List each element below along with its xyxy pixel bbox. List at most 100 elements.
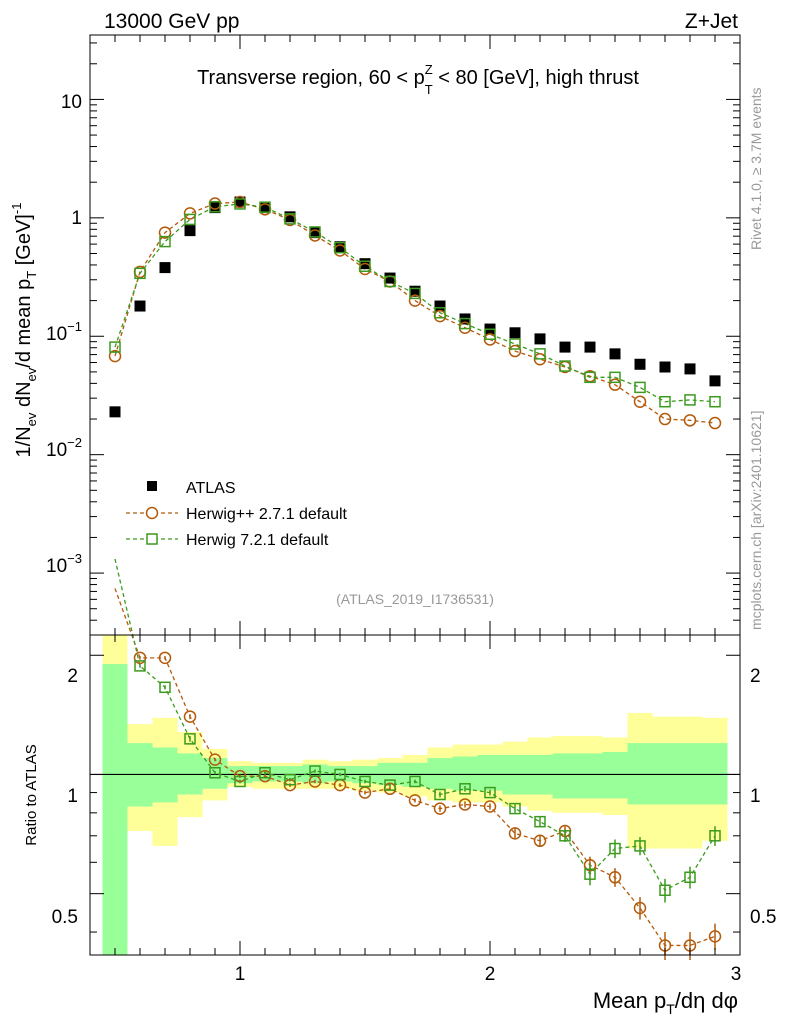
header-left: 13000 GeV pp [104,10,239,33]
main-data-point [109,341,121,353]
main-data-point [459,317,471,330]
ratio-data-point [709,830,721,842]
ratio-data-point [133,651,147,665]
ratio-band-inner [677,743,703,805]
x-tick-label: 3 [731,964,742,985]
ratio-y-tick-label-right: 0.5 [750,907,776,928]
legend-entry-herwigpp: Herwig++ 2.7.1 default [126,506,348,523]
ratio-data-point [359,775,371,788]
main-axis-ticks [90,35,740,636]
main-data-point [384,275,396,288]
main-data-point [708,416,722,430]
main-series-markers [108,195,722,430]
main-data-point [409,287,421,300]
main-data-point [659,395,671,408]
ratio-data-point [559,830,571,842]
ratio-band-inner [577,753,603,799]
ratio-data-point [434,788,446,801]
ratio-data-point [284,773,296,786]
ratio-panel-frame [89,634,741,956]
legend-entry-herwig7: Herwig 7.2.1 default [126,532,329,549]
main-data-point [108,349,122,363]
main-data-point [683,414,697,427]
main-data-point [434,306,446,319]
ratio-data-point [208,753,222,766]
ratio-axis-ticks [90,635,740,955]
main-data-point [134,267,146,280]
main-data-point [609,348,621,360]
ratio-data-point [309,765,321,777]
y-tick-label: 10 [61,92,82,113]
main-data-point [109,406,121,418]
main-data-point [234,198,246,210]
main-data-point [684,394,696,406]
main-data-point [284,211,296,223]
main-data-point [584,371,596,384]
main-data-point [159,262,171,274]
ratio-data-point [184,733,196,745]
ratio-data-point [459,783,471,795]
ratio-y-axis-label: Ratio to ATLAS [23,744,40,845]
main-data-point [209,201,221,213]
y-tick-label: 10−3 [46,551,82,577]
ratio-data-point [484,786,496,799]
ratio-band-inner [477,754,503,791]
main-data-point [659,361,671,373]
ratio-band-inner [277,766,303,782]
main-data-point [159,235,171,248]
ratio-data-point [408,794,422,807]
main-panel: Transverse region, 60 < pZ T < 80 [GeV], … [9,34,741,636]
main-data-point [684,363,696,375]
main-data-point [359,260,371,273]
main-data-point [584,341,596,353]
main-panel-background [90,35,740,635]
ratio-panel: Ratio to ATLAS 2 1 0.5 2 1 0.5 1 2 3 Mea… [23,558,776,1017]
ratio-y-tick-label-left: 0.5 [52,907,78,928]
main-data-point [384,272,396,284]
ratio-data-point [534,815,546,828]
ratio-band-inner [452,756,478,791]
main-data-point [334,241,346,253]
y-axis-label: 1/Nev dNev/d mean pT [GeV]-1 [9,203,39,458]
ratio-y-tick-label-right: 1 [750,786,761,807]
ratio-band-inner [627,743,653,805]
main-data-point [259,202,271,214]
y-tick-label: 10−1 [46,319,82,345]
y-tick-label: 10−2 [46,435,82,461]
ratio-band-inner [602,751,628,799]
legend: ATLAS Herwig++ 2.7.1 default Herwig 7.2.… [126,480,348,549]
ratio-data-point [259,766,271,779]
main-data-point [508,344,522,358]
legend-label-herwig7: Herwig 7.2.1 default [186,532,329,549]
y-tick-label: 1 [71,208,82,229]
ratio-band-inner [102,664,128,955]
main-series-line [114,203,716,403]
ratio-y-tick-label-right: 2 [750,666,761,687]
main-data-point [609,371,621,384]
header-right: Z+Jet [685,10,738,33]
ratio-series-markers [133,651,722,960]
main-data-point [559,360,571,372]
main-data-point [658,412,672,426]
ratio-data-point [584,868,596,880]
ratio-y-tick-label-left: 2 [67,666,78,687]
ratio-data-point [334,768,346,781]
main-data-point [608,378,622,391]
ratio-data-point [533,834,547,848]
main-data-point [234,196,246,208]
ratio-data-point [458,798,472,811]
main-data-point [259,201,271,213]
ratio-data-point [609,842,621,855]
main-data-point [559,341,571,353]
legend-marker-herwig7 [146,533,158,545]
main-data-point [509,338,521,350]
ratio-data-point [634,840,646,852]
ratio-band-inner [652,743,678,805]
x-tick-label: 1 [235,964,246,985]
main-data-point [309,227,321,239]
legend-marker-herwigpp [145,506,159,520]
ratio-band-inner [427,758,453,789]
x-axis-label: Mean pT/dη dφ [593,988,738,1017]
ratio-data-point [684,871,696,884]
